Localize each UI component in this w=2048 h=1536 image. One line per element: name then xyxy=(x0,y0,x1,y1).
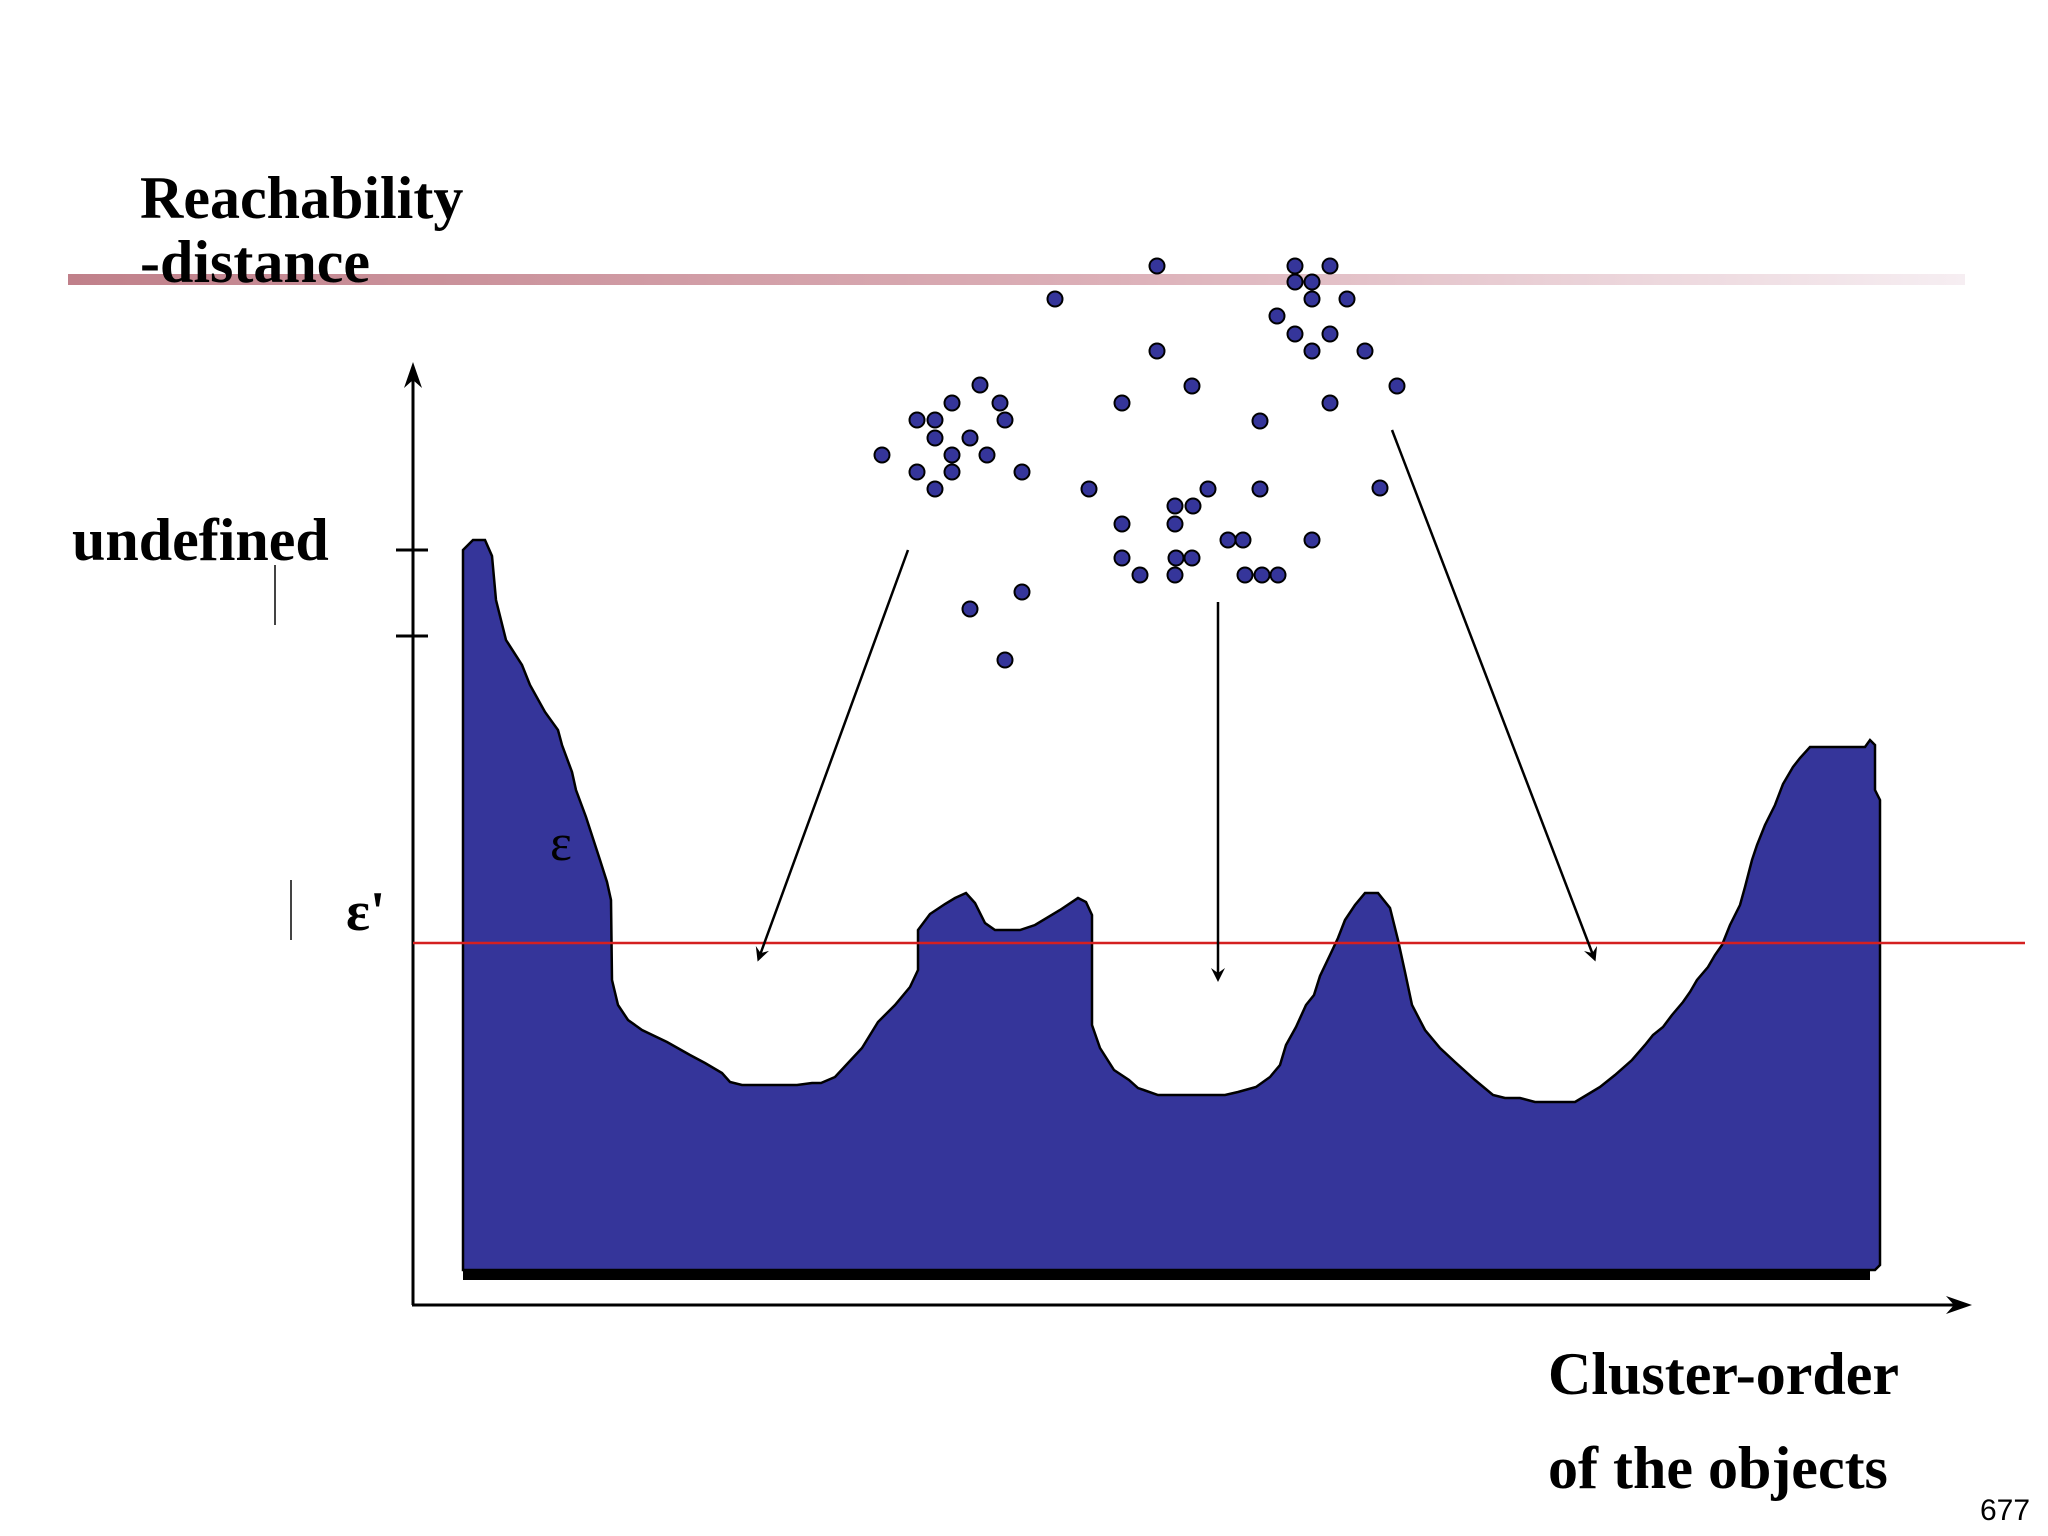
scatter-point xyxy=(1356,342,1374,360)
scatter-point xyxy=(1371,479,1389,497)
scatter-point xyxy=(1303,273,1321,291)
scatter-point xyxy=(1234,531,1252,549)
scatter-point xyxy=(1303,290,1321,308)
page-number: 677 xyxy=(1980,1494,2030,1527)
scatter-point xyxy=(1251,480,1269,498)
scatter-point xyxy=(943,463,961,481)
scatter-point xyxy=(1269,566,1287,584)
scatter-point xyxy=(1148,342,1166,360)
y-axis-arrowhead xyxy=(404,362,422,388)
scatter-point xyxy=(1268,307,1286,325)
scatter-point xyxy=(926,429,944,447)
scatter-point xyxy=(1113,394,1131,412)
scatter-point xyxy=(1166,515,1184,533)
scatter-point xyxy=(1166,497,1184,515)
epsilon-label: ε xyxy=(550,815,572,872)
scatter-point xyxy=(991,394,1009,412)
scatter-point xyxy=(1388,377,1406,395)
title-accent-bar xyxy=(68,274,1965,285)
scatter-point xyxy=(1286,273,1304,291)
arrow-cluster-1 xyxy=(755,549,910,962)
scatter-point xyxy=(1183,549,1201,567)
scatter-point xyxy=(1303,531,1321,549)
scatter-point xyxy=(1131,566,1149,584)
scatter-point xyxy=(926,480,944,498)
scatter-point xyxy=(1251,412,1269,430)
scatter-point xyxy=(1113,549,1131,567)
scatter-point xyxy=(1183,377,1201,395)
reachability-area xyxy=(461,538,1882,1272)
scatter-point xyxy=(1286,325,1304,343)
scatter-point xyxy=(926,411,944,429)
scatter-point xyxy=(1286,257,1304,275)
scatter-point xyxy=(873,446,891,464)
scatter-point xyxy=(1321,257,1339,275)
arrow-cluster-3 xyxy=(1390,429,1598,962)
scatter-point xyxy=(908,463,926,481)
scatter-point xyxy=(1321,394,1339,412)
y-axis-label-line1: Reachability xyxy=(140,165,463,231)
scatter-point xyxy=(908,411,926,429)
scatter-point xyxy=(1184,497,1202,515)
scatter-point xyxy=(1219,531,1237,549)
scatter-point xyxy=(1303,342,1321,360)
epsilon-prime-label: ε' xyxy=(346,881,385,943)
scatter-points xyxy=(873,257,1406,669)
scatter-point xyxy=(978,446,996,464)
scatter-point xyxy=(1199,480,1217,498)
scatter-point xyxy=(943,446,961,464)
scatter-point xyxy=(1113,515,1131,533)
scatter-point xyxy=(961,429,979,447)
scatter-point xyxy=(996,411,1014,429)
scatter-point xyxy=(1167,549,1185,567)
scatter-point xyxy=(943,394,961,412)
scatter-point xyxy=(1046,290,1064,308)
scatter-point xyxy=(1253,566,1271,584)
scatter-point xyxy=(971,376,989,394)
scatter-point xyxy=(1236,566,1254,584)
scatter-point xyxy=(1321,325,1339,343)
scatter-point xyxy=(996,651,1014,669)
scatter-point xyxy=(1013,583,1031,601)
undefined-label: undefined xyxy=(72,507,329,573)
x-axis-arrowhead xyxy=(1946,1296,1972,1314)
x-axis-label-line2: of the objects xyxy=(1548,1435,1888,1501)
scatter-point xyxy=(1013,463,1031,481)
scatter-point xyxy=(1148,257,1166,275)
scatter-point xyxy=(1338,290,1356,308)
y-axis-label-line2: -distance xyxy=(140,229,370,295)
scatter-point xyxy=(961,600,979,618)
scatter-point xyxy=(1080,480,1098,498)
scatter-point xyxy=(1166,566,1184,584)
x-axis-label-line1: Cluster-order xyxy=(1548,1341,1899,1407)
